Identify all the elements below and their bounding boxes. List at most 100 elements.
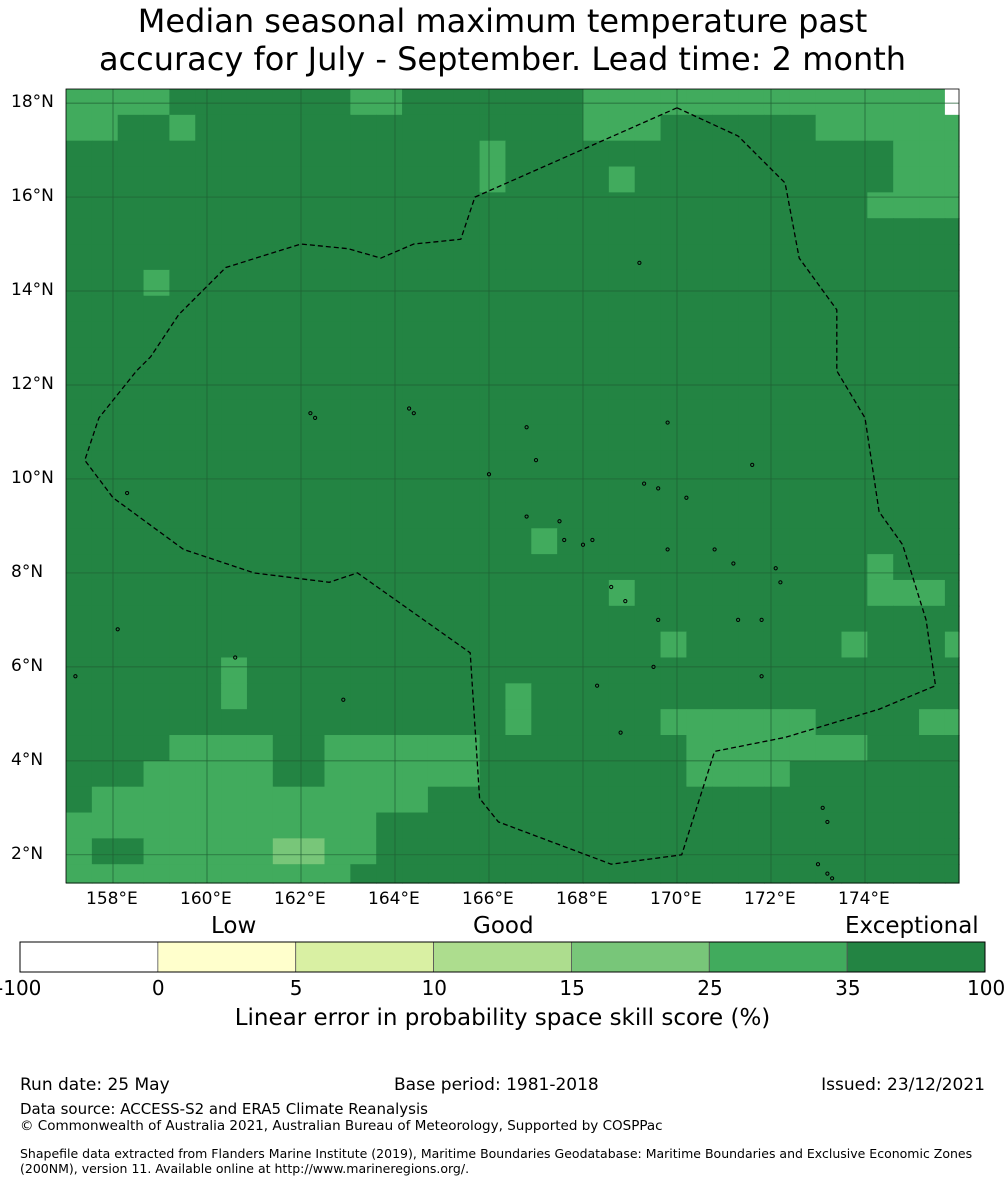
skill-cell (815, 295, 843, 323)
skill-cell (841, 321, 868, 349)
skill-cell (919, 502, 946, 529)
skill-cell (867, 683, 894, 710)
skill-cell (91, 528, 119, 555)
skill-cell (738, 166, 765, 193)
skill-cell (91, 218, 119, 245)
skill-cell (919, 321, 946, 349)
skill-cell (789, 89, 817, 116)
skill-cell (686, 709, 713, 736)
colorbar-segment (433, 941, 572, 973)
skill-cell (531, 709, 558, 736)
skill-cell (143, 735, 170, 762)
skill-cell (634, 760, 662, 788)
skill-cell (944, 218, 960, 245)
skill-cell (815, 244, 843, 271)
skill-cell (143, 450, 170, 478)
skill-cell (246, 631, 274, 659)
skill-cell (531, 269, 558, 297)
skill-cell (195, 502, 222, 529)
skill-cell (221, 347, 248, 374)
skill-cell (376, 295, 403, 323)
skill-cell (350, 683, 377, 710)
skill-cell (505, 683, 532, 710)
skill-cell (634, 373, 662, 400)
skill-cell (893, 812, 920, 839)
skill-cell (298, 864, 326, 884)
skill-cell (195, 166, 222, 193)
skill-cell (479, 631, 507, 659)
skill-cell (195, 605, 222, 633)
skill-cell (738, 528, 765, 555)
skill-cell (893, 786, 920, 814)
skill-cell (169, 735, 196, 762)
island-outline (642, 481, 647, 486)
skill-cell (557, 735, 584, 762)
skill-cell (531, 683, 558, 710)
skill-cell (583, 192, 610, 219)
skill-cell (634, 709, 662, 736)
skill-cell (712, 838, 739, 865)
skill-cell (66, 399, 93, 426)
skill-cell (195, 735, 222, 762)
skill-cell (376, 838, 403, 865)
skill-cell (919, 424, 946, 452)
skill-cell (376, 812, 403, 839)
skill-cell (117, 450, 145, 478)
skill-cell (841, 502, 868, 529)
skill-cell (531, 89, 558, 116)
skill-cell (221, 683, 248, 710)
skill-cell (712, 735, 739, 762)
skill-cell (66, 735, 93, 762)
skill-cell (583, 295, 610, 323)
skill-cell (841, 605, 868, 633)
skill-cell (634, 864, 662, 884)
skill-cell (660, 373, 687, 400)
skill-cell (841, 579, 868, 607)
skill-cell (583, 709, 610, 736)
skill-cell (634, 502, 662, 529)
skill-cell (660, 786, 687, 814)
skill-cell (246, 140, 274, 168)
skill-cell (221, 450, 248, 478)
skill-cell (453, 89, 481, 116)
skill-cell (66, 450, 93, 478)
skill-cell (867, 709, 894, 736)
skill-cell (919, 114, 946, 142)
skill-cell (272, 218, 300, 245)
skill-cell (841, 399, 868, 426)
skill-cell (634, 347, 662, 374)
skill-cell (815, 657, 843, 684)
skill-cell (324, 192, 351, 219)
skill-cell (195, 269, 222, 297)
skill-cell (195, 657, 222, 684)
skill-cell (195, 244, 222, 271)
skill-cell (117, 605, 145, 633)
skill-cell (919, 760, 946, 788)
skill-cell (531, 218, 558, 245)
skill-cell (867, 657, 894, 684)
skill-cell (91, 295, 119, 323)
skill-cell (867, 554, 894, 581)
skill-cell (169, 502, 196, 529)
skill-cell (867, 218, 894, 245)
skill-cell (686, 424, 713, 452)
skill-cell (944, 424, 960, 452)
skill-cell (505, 760, 532, 788)
skill-cell (815, 218, 843, 245)
skill-cell (221, 424, 248, 452)
skill-cell (608, 786, 636, 814)
skill-cell (919, 579, 946, 607)
run-date: Run date: 25 May (20, 1075, 170, 1095)
skill-cell (660, 683, 687, 710)
skill-cell (246, 605, 274, 633)
skill-cell (324, 554, 351, 581)
skill-cell (557, 450, 584, 478)
skill-cell (272, 140, 300, 168)
skill-cell (660, 502, 687, 529)
skill-cell (117, 373, 145, 400)
skill-cell (350, 424, 377, 452)
skill-cell (686, 605, 713, 633)
skill-cell (867, 295, 894, 323)
skill-cell (919, 140, 946, 168)
skill-cell (298, 709, 326, 736)
